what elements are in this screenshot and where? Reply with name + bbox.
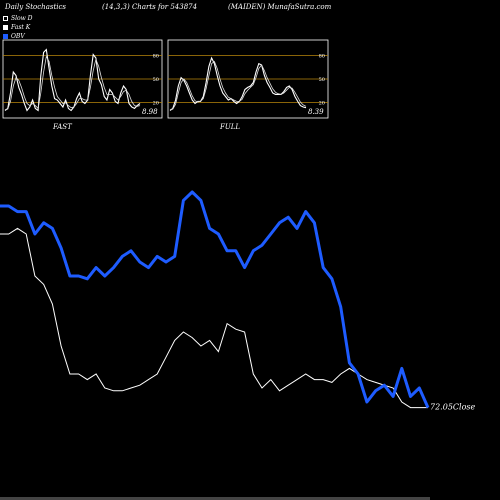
- legend: Slow D Fast K OBV: [3, 14, 33, 41]
- header-left: Daily Stochastics: [5, 3, 67, 11]
- full-value-label: 8.39: [308, 108, 324, 116]
- full-level-label-80: 80: [319, 54, 325, 60]
- fast-fast-k-line: [4, 48, 141, 112]
- legend-label-fast-k: Fast K: [11, 24, 31, 31]
- fast-slow-d-line: [4, 55, 141, 111]
- header-center: (14,3,3) Charts for 543874: [102, 3, 198, 11]
- full-title: FULL: [219, 123, 240, 131]
- legend-label-slow-d: Slow D: [11, 15, 33, 22]
- fast-level-label-50: 50: [153, 77, 159, 83]
- header-right: (MAIDEN) MunafaSutra.com: [228, 3, 332, 11]
- full-level-label-50: 50: [319, 77, 325, 83]
- fast-level-label-20: 20: [153, 100, 159, 106]
- obv-line: [0, 190, 430, 409]
- fast-title: FAST: [52, 123, 73, 131]
- legend-swatch-fast-k: [3, 25, 8, 30]
- close-value-label: 72.05Close: [430, 403, 476, 412]
- full-slow-d-line: [169, 60, 307, 111]
- legend-swatch-slow-d: [3, 16, 8, 21]
- full-level-label-20: 20: [319, 100, 325, 106]
- legend-item-slow-d: Slow D: [3, 14, 33, 23]
- full-fast-k-line: [169, 56, 307, 111]
- legend-swatch-obv: [3, 34, 8, 39]
- fast-level-label-80: 80: [153, 54, 159, 60]
- legend-item-obv: OBV: [3, 32, 33, 41]
- legend-item-fast-k: Fast K: [3, 23, 33, 32]
- bottom-axis-strip: [0, 497, 430, 500]
- legend-label-obv: OBV: [11, 33, 25, 40]
- fast-value-label: 8.98: [142, 108, 158, 116]
